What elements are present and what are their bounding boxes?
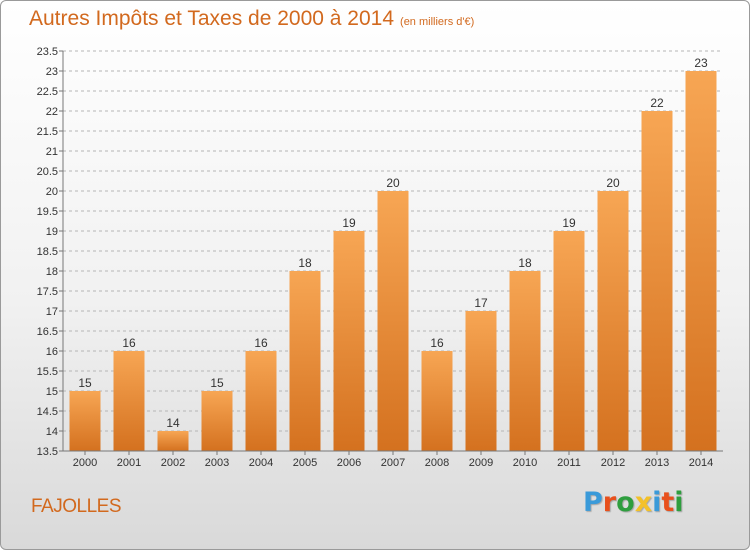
x-tick-label: 2003: [205, 457, 229, 469]
y-tick-label: 18: [46, 266, 58, 278]
bar: [685, 71, 717, 451]
bar: [289, 271, 321, 451]
y-tick-label: 21: [46, 146, 58, 158]
data-label: 15: [210, 376, 224, 390]
logo-letter: o: [616, 487, 635, 518]
data-label: 20: [606, 176, 620, 190]
data-label: 15: [78, 376, 92, 390]
data-label: 23: [694, 56, 708, 70]
logo-letter: i: [674, 487, 684, 518]
data-label: 20: [386, 176, 400, 190]
data-label: 16: [122, 336, 136, 350]
bar: [553, 231, 585, 451]
y-tick-label: 15: [46, 386, 58, 398]
data-label: 19: [562, 216, 576, 230]
y-tick-label: 15.5: [37, 366, 58, 378]
chart-title: Autres Impôts et Taxes de 2000 à 2014 (en…: [29, 7, 474, 31]
y-tick-label: 14: [46, 426, 58, 438]
chart-title-text: Autres Impôts et Taxes de 2000 à 2014: [29, 7, 395, 30]
x-tick-label: 2002: [161, 457, 185, 469]
x-tick-label: 2007: [381, 457, 405, 469]
x-tick-label: 2011: [557, 457, 581, 469]
x-tick-label: 2004: [249, 457, 273, 469]
data-label: 18: [298, 256, 312, 270]
x-tick-label: 2013: [645, 457, 669, 469]
x-tick-label: 2008: [425, 457, 449, 469]
x-tick-label: 2009: [469, 457, 493, 469]
bar: [421, 351, 453, 451]
chart-title-unit: (en milliers d'€): [400, 16, 475, 28]
bar: [157, 431, 189, 451]
y-tick-label: 16.5: [37, 326, 58, 338]
bar: [597, 191, 629, 451]
data-label: 18: [518, 256, 532, 270]
city-name: FAJOLLES: [31, 496, 122, 517]
y-tick-label: 19: [46, 226, 58, 238]
bar: [113, 351, 145, 451]
y-tick-label: 23.5: [37, 46, 58, 58]
data-label: 16: [430, 336, 444, 350]
x-tick-label: 2005: [293, 457, 317, 469]
bar: [641, 111, 673, 451]
data-label: 16: [254, 336, 268, 350]
x-tick-label: 2001: [117, 457, 141, 469]
data-label: 14: [166, 416, 180, 430]
bar: [245, 351, 277, 451]
x-tick-label: 2006: [337, 457, 361, 469]
x-tick-label: 2000: [73, 457, 97, 469]
logo-letter: i: [652, 487, 662, 518]
y-tick-label: 21.5: [37, 126, 58, 138]
y-tick-label: 20.5: [37, 166, 58, 178]
y-tick-label: 19.5: [37, 206, 58, 218]
bar: [465, 311, 497, 451]
data-label: 22: [650, 96, 664, 110]
proxiti-logo[interactable]: Proxiti: [583, 487, 684, 518]
bar: [201, 391, 233, 451]
logo-letter: x: [634, 487, 653, 518]
axes: 13.5 14 14.5 15 15.5 16 16.5 17 17.5 18 18.5 19 19.5…: [37, 46, 723, 469]
y-tick-label: 23: [46, 66, 58, 78]
logo-letter: t: [661, 487, 675, 518]
bar: [377, 191, 409, 451]
y-tick-label: 22: [46, 106, 58, 118]
x-tick-label: 2010: [513, 457, 537, 469]
bar: [333, 231, 365, 451]
bars: 15 16 14 15 16 18 19 20 16 17 18 19 20 22 23: [69, 56, 717, 451]
y-tick-label: 22.5: [37, 86, 58, 98]
y-tick-label: 18.5: [37, 246, 58, 258]
y-tick-label: 14.5: [37, 406, 58, 418]
x-tick-label: 2014: [689, 457, 713, 469]
logo-letter: r: [602, 487, 617, 518]
x-tick-label: 2012: [601, 457, 625, 469]
y-tick-label: 13.5: [37, 446, 58, 458]
data-label: 17: [474, 296, 488, 310]
y-tick-label: 20: [46, 186, 58, 198]
y-tick-label: 17.5: [37, 286, 58, 298]
y-tick-label: 16: [46, 346, 58, 358]
bar: [69, 391, 101, 451]
bar: [509, 271, 541, 451]
data-label: 19: [342, 216, 356, 230]
y-tick-label: 17: [46, 306, 58, 318]
logo-letter: P: [583, 487, 603, 518]
